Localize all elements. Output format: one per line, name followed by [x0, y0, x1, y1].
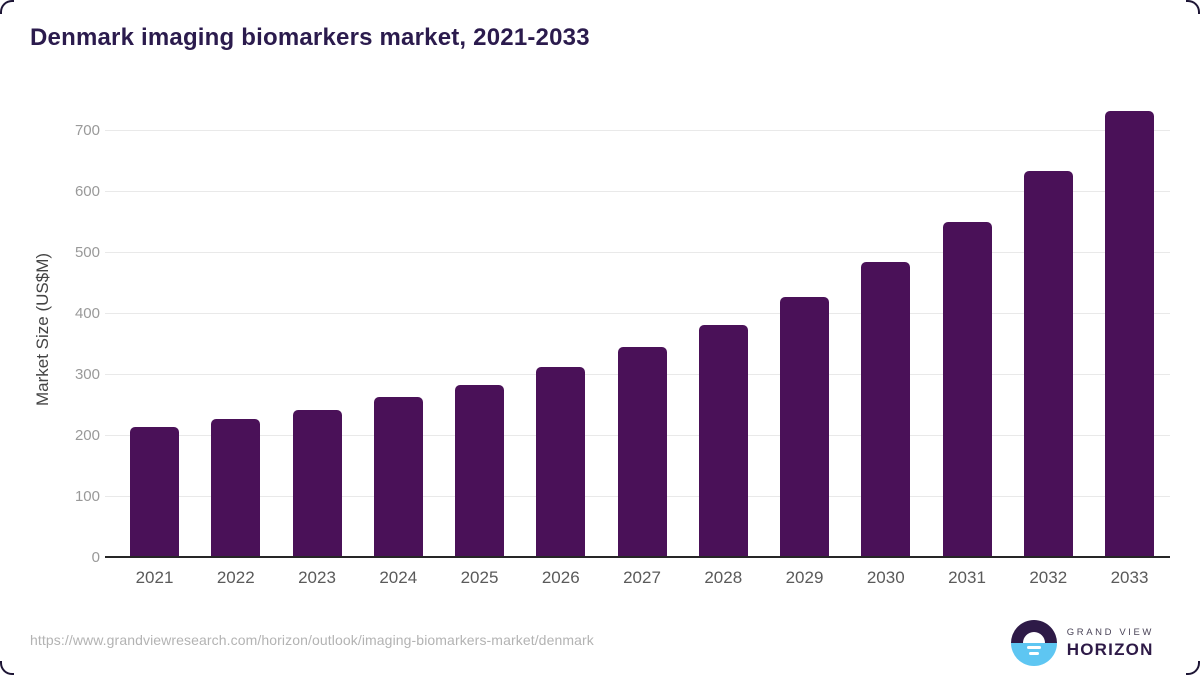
card-corner-border [1186, 0, 1200, 14]
y-tick-label-100: 100 [74, 487, 100, 505]
card-corner-border [0, 0, 14, 14]
bar-2026[interactable] [536, 367, 586, 558]
x-tick-label-2031: 2031 [948, 568, 986, 587]
plot-area [105, 100, 1170, 558]
y-tick-label-400: 400 [74, 304, 100, 322]
source-url: https://www.grandviewresearch.com/horizo… [30, 632, 594, 648]
logo-text: GRAND VIEW HORIZON [1067, 627, 1154, 660]
gridline-600 [105, 190, 1170, 192]
x-tick-label-2033: 2033 [1110, 568, 1149, 587]
x-tick-label-2024: 2024 [379, 568, 418, 587]
gridline-500 [105, 251, 1170, 253]
bar-2022[interactable] [211, 419, 261, 558]
bar-2033[interactable] [1105, 111, 1154, 558]
x-tick-label-2027: 2027 [623, 568, 661, 587]
x-tick-label-2023: 2023 [298, 568, 336, 587]
x-tick-label-2032: 2032 [1029, 568, 1068, 587]
y-tick-label-500: 500 [74, 243, 100, 261]
bar-2030[interactable] [861, 262, 911, 558]
bar-2027[interactable] [617, 347, 667, 558]
bars-row [105, 100, 1170, 558]
sunrise-dome-shape [1022, 632, 1045, 643]
y-axis-tick-labels: 0 100 200 300 400 500 600 700 [50, 100, 100, 566]
card-corner-border [0, 661, 14, 675]
bar-2021[interactable] [130, 427, 179, 558]
x-tick-label-2030: 2030 [866, 568, 905, 587]
gridline-700 [105, 129, 1170, 131]
bar-2024[interactable] [373, 397, 423, 558]
x-axis-line [105, 556, 1170, 558]
card-corner-border [1186, 661, 1200, 675]
grand-view-horizon-logo: GRAND VIEW HORIZON [1010, 620, 1154, 666]
horizon-sunrise-icon [1010, 620, 1057, 666]
logo-text-horizon: HORIZON [1066, 639, 1154, 659]
bar-2025[interactable] [455, 384, 504, 558]
x-axis-tick-labels: 2021 2022 2023 2024 2025 2026 2027 2028 2029 2030… [105, 568, 1170, 588]
y-tick-label-0: 0 [91, 549, 100, 566]
bar-2028[interactable] [698, 324, 748, 558]
x-tick-label-2025: 2025 [460, 568, 499, 587]
sunrise-reflection-line [1026, 646, 1041, 649]
bar-2029[interactable] [780, 296, 829, 558]
x-tick-label-2021: 2021 [135, 568, 174, 587]
x-tick-label-2029: 2029 [785, 568, 824, 587]
x-tick-label-2026: 2026 [541, 568, 580, 587]
y-tick-label-600: 600 [74, 182, 100, 200]
x-tick-label-2028: 2028 [704, 568, 743, 587]
bar-2031[interactable] [942, 221, 992, 558]
x-tick-label-2022: 2022 [216, 568, 255, 587]
bar-2023[interactable] [292, 409, 342, 558]
chart-title: Denmark imaging biomarkers market, 2021-… [30, 24, 590, 51]
gridline-400 [105, 312, 1170, 314]
bar-2032[interactable] [1023, 170, 1073, 558]
y-tick-label-700: 700 [74, 121, 100, 139]
y-tick-label-200: 200 [74, 426, 100, 444]
y-tick-label-300: 300 [74, 365, 100, 383]
logo-text-grand-view: GRAND VIEW [1066, 626, 1154, 638]
sunrise-reflection-line [1028, 652, 1039, 655]
